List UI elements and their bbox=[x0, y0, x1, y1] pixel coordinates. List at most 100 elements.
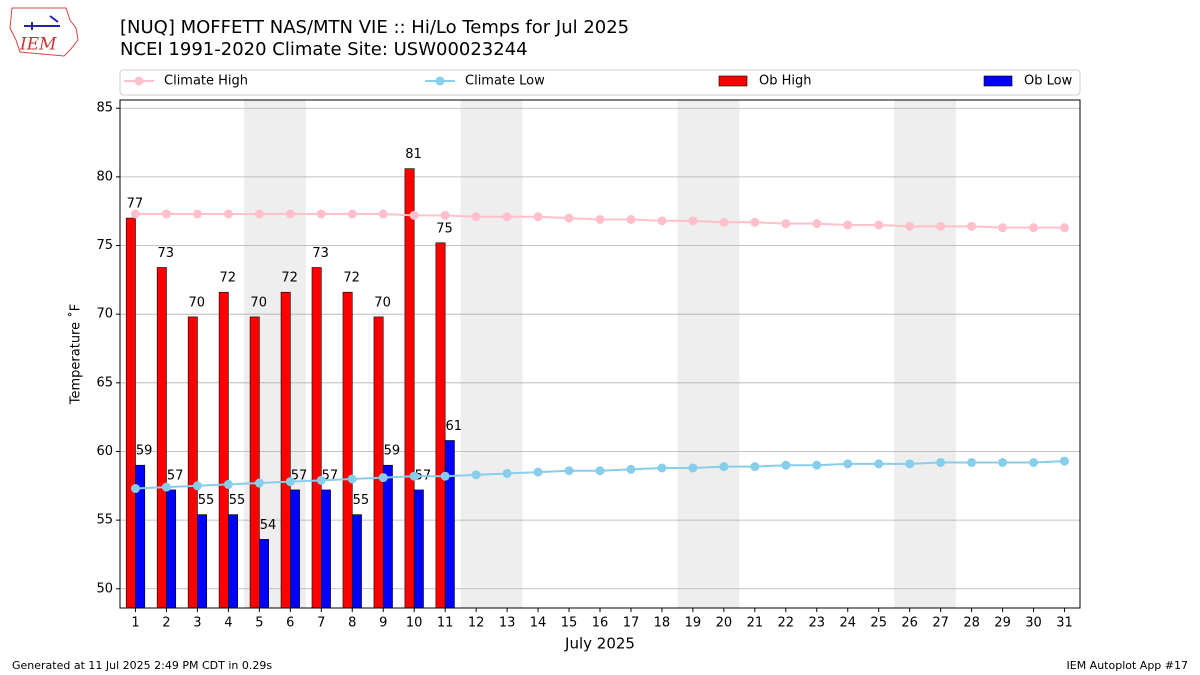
x-tick-label: 25 bbox=[870, 616, 887, 631]
x-tick-label: 2 bbox=[162, 616, 170, 631]
marker bbox=[657, 216, 667, 226]
y-tick-label: 70 bbox=[96, 307, 113, 322]
bar bbox=[249, 316, 260, 609]
marker bbox=[750, 217, 760, 227]
y-axis-label: Temperature ˚F bbox=[68, 304, 84, 405]
marker bbox=[409, 210, 419, 220]
marker bbox=[595, 466, 605, 476]
value-label: 61 bbox=[446, 419, 463, 434]
marker bbox=[285, 209, 295, 219]
marker bbox=[502, 468, 512, 478]
marker bbox=[471, 470, 481, 480]
marker bbox=[936, 221, 946, 231]
bar bbox=[373, 316, 384, 609]
marker bbox=[626, 464, 636, 474]
x-tick-label: 19 bbox=[685, 616, 702, 631]
y-tick-label: 85 bbox=[96, 101, 113, 116]
x-tick-label: 7 bbox=[317, 616, 325, 631]
y-tick-label: 50 bbox=[96, 581, 113, 596]
x-tick-label: 11 bbox=[437, 616, 454, 631]
weekend-band bbox=[894, 100, 957, 608]
bar bbox=[320, 489, 331, 609]
logo-icon bbox=[24, 15, 60, 30]
weekend-band bbox=[677, 100, 740, 608]
marker bbox=[936, 457, 946, 467]
marker bbox=[440, 471, 450, 481]
value-label: 57 bbox=[167, 468, 184, 483]
legend-label: Ob Low bbox=[1024, 74, 1073, 89]
marker bbox=[905, 221, 915, 231]
x-tick-label: 23 bbox=[809, 616, 826, 631]
marker bbox=[564, 466, 574, 476]
marker bbox=[316, 209, 326, 219]
legend-marker bbox=[435, 76, 445, 86]
value-label: 70 bbox=[250, 295, 267, 310]
legend-label: Climate High bbox=[164, 74, 248, 89]
marker bbox=[502, 212, 512, 222]
marker bbox=[347, 474, 357, 484]
x-tick-label: 27 bbox=[932, 616, 949, 631]
x-axis-label: July 2025 bbox=[564, 635, 635, 653]
x-tick-label: 24 bbox=[839, 616, 856, 631]
x-tick-label: 29 bbox=[994, 616, 1011, 631]
y-tick-label: 80 bbox=[96, 169, 113, 184]
bar bbox=[218, 291, 229, 609]
marker bbox=[285, 477, 295, 487]
bar bbox=[311, 267, 322, 609]
x-tick-label: 10 bbox=[406, 616, 423, 631]
marker bbox=[905, 459, 915, 469]
marker bbox=[440, 210, 450, 220]
x-tick-label: 3 bbox=[193, 616, 201, 631]
marker bbox=[533, 212, 543, 222]
marker bbox=[533, 467, 543, 477]
marker bbox=[781, 460, 791, 470]
marker bbox=[347, 209, 357, 219]
legend-label: Climate Low bbox=[465, 74, 545, 89]
marker bbox=[1060, 223, 1070, 233]
marker bbox=[254, 209, 264, 219]
weekend-band bbox=[460, 100, 523, 608]
bar bbox=[187, 316, 198, 609]
plot-frame bbox=[119, 99, 1081, 609]
marker bbox=[409, 471, 419, 481]
value-label: 54 bbox=[260, 518, 277, 533]
x-tick-label: 12 bbox=[468, 616, 485, 631]
marker bbox=[812, 219, 822, 229]
marker bbox=[192, 209, 202, 219]
value-label: 72 bbox=[281, 271, 298, 286]
legend-swatch bbox=[718, 75, 748, 87]
marker bbox=[223, 479, 233, 489]
marker bbox=[595, 214, 605, 224]
marker bbox=[688, 216, 698, 226]
footer-right: IEM Autoplot App #17 bbox=[1067, 659, 1189, 672]
x-tick-label: 22 bbox=[778, 616, 795, 631]
value-label: 77 bbox=[127, 197, 144, 212]
x-tick-label: 15 bbox=[561, 616, 578, 631]
x-tick-label: 31 bbox=[1056, 616, 1073, 631]
chart-title: [NUQ] MOFFETT NAS/MTN VIE :: Hi/Lo Temps… bbox=[120, 17, 629, 38]
value-label: 70 bbox=[189, 295, 206, 310]
bar bbox=[156, 267, 167, 609]
marker bbox=[657, 463, 667, 473]
marker bbox=[161, 482, 171, 492]
marker bbox=[192, 481, 202, 491]
x-tick-label: 21 bbox=[747, 616, 764, 631]
marker bbox=[130, 209, 140, 219]
bar bbox=[444, 440, 455, 609]
x-tick-label: 18 bbox=[654, 616, 671, 631]
x-tick-label: 9 bbox=[379, 616, 387, 631]
bar bbox=[290, 489, 300, 609]
value-label: 73 bbox=[312, 246, 329, 261]
value-label: 72 bbox=[219, 271, 236, 286]
x-tick-label: 8 bbox=[348, 616, 356, 631]
marker bbox=[812, 460, 822, 470]
marker bbox=[998, 223, 1008, 233]
value-label: 55 bbox=[198, 493, 215, 508]
value-label: 81 bbox=[405, 147, 422, 162]
bar bbox=[125, 217, 136, 609]
bar bbox=[280, 291, 291, 609]
bar bbox=[259, 539, 269, 609]
value-label: 70 bbox=[374, 295, 391, 310]
footer-left: Generated at 11 Jul 2025 2:49 PM CDT in … bbox=[12, 659, 272, 672]
y-tick-label: 65 bbox=[96, 375, 113, 390]
